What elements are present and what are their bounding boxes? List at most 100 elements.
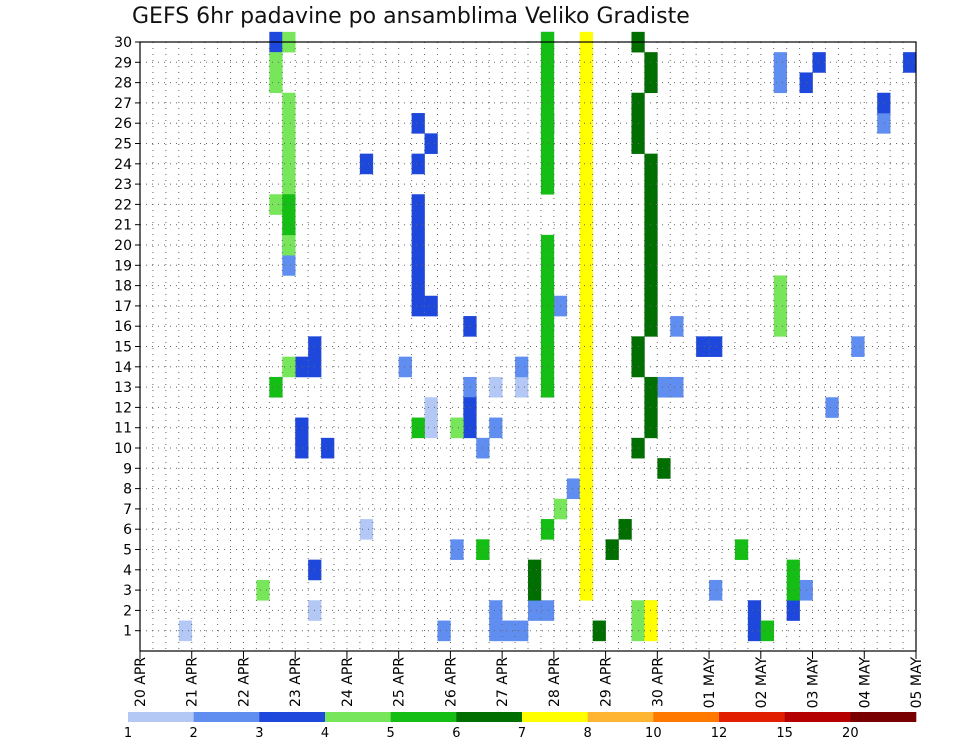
heatmap-cells <box>178 31 917 642</box>
heatmap-cell <box>773 52 787 73</box>
heatmap-cell <box>282 214 296 236</box>
heatmap-cell <box>295 417 309 439</box>
heatmap-cell <box>566 478 581 500</box>
heatmap-cell <box>463 376 477 398</box>
heatmap-cell <box>411 417 425 439</box>
heatmap-cell <box>579 458 593 479</box>
legend-label: 3 <box>255 726 263 741</box>
heatmap-cell <box>540 72 555 94</box>
y-tick-label: 20 <box>114 238 132 254</box>
x-tick-label: 29 APR <box>599 657 615 707</box>
heatmap-cell <box>644 275 658 297</box>
heatmap-cell <box>644 397 658 418</box>
heatmap-cell <box>411 255 425 276</box>
y-tick-label: 30 <box>114 35 132 51</box>
heatmap-cell <box>579 579 593 601</box>
heatmap-cell <box>540 234 555 256</box>
heatmap-cell <box>515 376 529 398</box>
heatmap-cell <box>502 620 516 642</box>
y-tick-label: 21 <box>114 218 132 234</box>
heatmap-cell <box>657 376 671 398</box>
heatmap-cell <box>579 437 593 459</box>
heatmap-cell <box>644 417 658 439</box>
x-tick-label: 25 APR <box>392 657 408 707</box>
heatmap-cell <box>321 437 335 459</box>
legend-swatch <box>456 712 523 722</box>
heatmap-cell <box>579 295 593 317</box>
legend-swatch <box>390 712 457 722</box>
legend-swatch <box>653 712 720 722</box>
heatmap-cell <box>773 72 787 94</box>
heatmap-cell <box>579 498 593 520</box>
heatmap-cell <box>540 133 555 154</box>
heatmap-cell <box>644 72 658 94</box>
heatmap-cell <box>579 356 593 378</box>
heatmap-cell <box>579 153 593 175</box>
legend-label: 20 <box>842 726 859 741</box>
x-tick-label: 21 APR <box>185 657 201 707</box>
heatmap-cell <box>773 275 787 297</box>
legend-label: 5 <box>387 726 395 741</box>
heatmap-cell <box>437 620 451 642</box>
legend-swatch <box>128 712 194 722</box>
heatmap-cell <box>903 52 917 73</box>
heatmap-cell <box>424 417 438 439</box>
legend-label: 7 <box>518 726 526 741</box>
y-tick-label: 26 <box>114 116 132 132</box>
x-tick-label: 27 APR <box>495 657 511 707</box>
heatmap-cell <box>786 600 800 621</box>
y-tick-label: 8 <box>123 482 132 498</box>
y-tick-label: 1 <box>123 624 132 640</box>
heatmap-cell <box>424 295 438 317</box>
heatmap-cell <box>411 275 425 297</box>
heatmap-cell <box>579 316 593 337</box>
heatmap-cell <box>282 234 296 256</box>
y-tick-label: 22 <box>114 197 132 213</box>
y-tick-label: 7 <box>123 502 132 518</box>
heatmap-cell <box>579 173 593 195</box>
heatmap-cell <box>282 153 296 175</box>
y-tick-label: 14 <box>114 360 132 376</box>
heatmap-cell <box>540 153 555 175</box>
heatmap-cell <box>786 579 800 601</box>
heatmap-cell <box>528 559 542 581</box>
heatmap-cell <box>579 214 593 236</box>
heatmap-cell <box>696 336 710 357</box>
x-tick-label: 23 APR <box>288 657 304 707</box>
legend-swatch <box>719 712 785 722</box>
heatmap-cell <box>786 559 800 581</box>
heatmap-cell <box>540 519 555 540</box>
heatmap-cell <box>644 376 658 398</box>
heatmap-cell <box>463 417 477 439</box>
heatmap-cell <box>579 194 593 215</box>
heatmap-cell <box>540 316 555 337</box>
heatmap-cell <box>411 113 425 134</box>
heatmap-cell <box>295 437 309 459</box>
heatmap-cell <box>877 92 891 114</box>
heatmap-cell <box>670 376 684 398</box>
heatmap-cell <box>579 52 593 73</box>
heatmap-cell <box>269 194 283 215</box>
legend-label: 8 <box>584 726 592 741</box>
heatmap-cell <box>734 539 749 560</box>
legend-swatch <box>259 712 326 722</box>
legend-label: 6 <box>452 726 460 741</box>
heatmap-cell <box>540 336 555 357</box>
x-tick-label: 28 APR <box>547 657 563 707</box>
heatmap-cell <box>579 417 593 439</box>
heatmap-cell <box>540 356 555 378</box>
heatmap-cell <box>540 295 555 317</box>
heatmap-cell <box>282 92 296 114</box>
y-tick-label: 24 <box>114 157 132 173</box>
y-axis: 1234567891011121314151617181920212223242… <box>114 35 140 640</box>
y-tick-label: 18 <box>114 279 132 295</box>
legend-label: 12 <box>711 726 728 741</box>
heatmap-cell <box>463 316 477 337</box>
x-tick-label: 03 MAY <box>806 657 822 709</box>
heatmap-cell <box>579 234 593 256</box>
heatmap-cell <box>644 52 658 73</box>
heatmap-cell <box>256 579 270 601</box>
heatmap-cell <box>579 376 593 398</box>
heatmap-cell <box>411 295 425 317</box>
heatmap-cell <box>773 316 787 337</box>
